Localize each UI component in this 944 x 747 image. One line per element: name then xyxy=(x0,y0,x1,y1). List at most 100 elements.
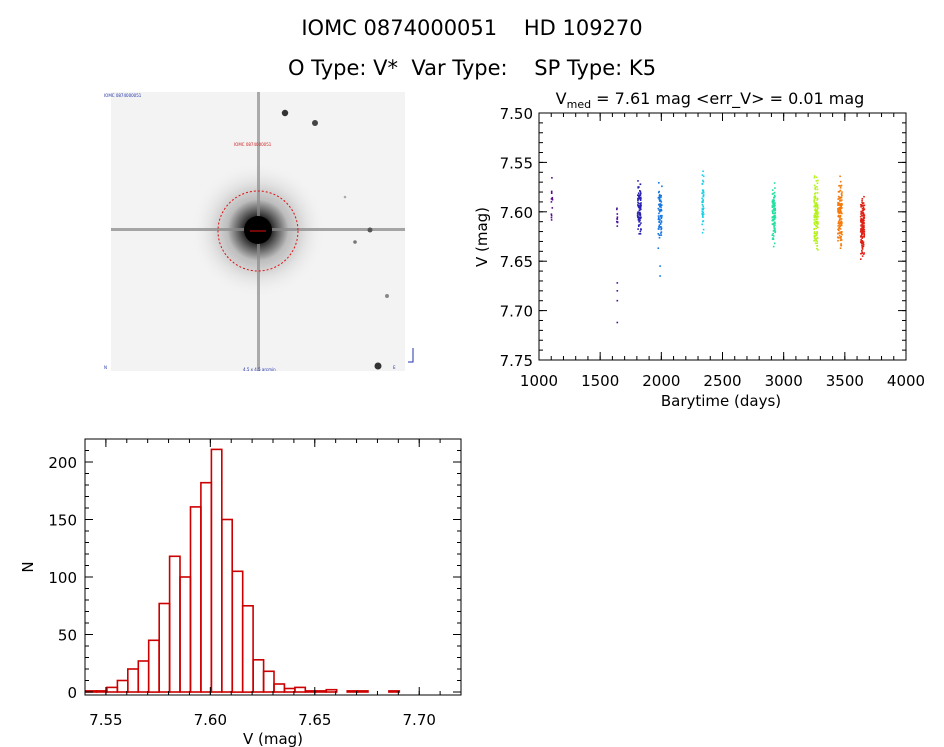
light-curve-point xyxy=(701,213,703,215)
light-curve-point xyxy=(773,200,775,203)
light-curve-point xyxy=(773,210,775,212)
field-star xyxy=(343,195,347,199)
light-curve-point xyxy=(860,213,862,215)
light-curve-point xyxy=(773,215,775,217)
light-curve-point xyxy=(701,192,704,195)
light-curve-point xyxy=(702,201,704,204)
light-curve-point xyxy=(551,196,554,199)
light-curve-point xyxy=(813,221,816,224)
light-curve-point xyxy=(550,191,553,193)
light-curve-point xyxy=(863,253,865,255)
light-curve-point xyxy=(814,197,816,199)
light-curve-point xyxy=(637,198,639,201)
light-curve-point xyxy=(638,196,640,198)
light-curve-point xyxy=(863,229,866,231)
light-curve-point xyxy=(838,216,840,218)
light-curve-point xyxy=(658,204,660,206)
light-curve-point xyxy=(657,228,660,230)
light-curve-point xyxy=(657,247,660,249)
y-tick-label: 7.75 xyxy=(500,352,533,370)
light-curve-point xyxy=(639,230,642,233)
light-curve-point xyxy=(815,204,817,206)
light-curve-point xyxy=(771,234,774,236)
light-curve-point xyxy=(816,205,818,208)
light-curve-point xyxy=(616,321,619,324)
x-tick-label: 2000 xyxy=(642,372,680,390)
light-curve-point xyxy=(837,239,839,242)
light-curve-point xyxy=(838,218,841,220)
light-curve-point xyxy=(771,219,774,222)
light-curve-point xyxy=(702,195,705,198)
light-curve-point xyxy=(863,219,865,222)
light-curve-point xyxy=(862,225,864,227)
light-curve-point xyxy=(771,193,774,195)
light-curve-point xyxy=(838,202,840,204)
light-curve-point xyxy=(861,252,863,255)
light-curve-point xyxy=(860,236,862,238)
light-curve-point xyxy=(839,187,842,189)
light-curve-point xyxy=(773,218,776,220)
light-curve-point xyxy=(702,199,704,201)
light-curve-point xyxy=(660,220,663,222)
histogram-bar xyxy=(189,506,202,693)
histogram-bar xyxy=(325,688,338,693)
light-curve-point xyxy=(816,218,819,220)
light-curve-point xyxy=(616,216,619,218)
light-curve-point xyxy=(841,199,843,201)
light-curve-point xyxy=(701,189,704,191)
light-curve-point xyxy=(814,242,817,245)
light-curve-point xyxy=(660,209,663,212)
light-curve-point xyxy=(815,222,818,224)
light-curve-point xyxy=(814,212,816,215)
light-curve-point xyxy=(837,237,840,239)
light-curve-point xyxy=(660,234,663,236)
light-curve-point xyxy=(839,228,842,230)
light-curve-point xyxy=(816,211,819,213)
histogram-bar xyxy=(106,686,119,693)
light-curve-point xyxy=(659,194,662,197)
light-curve-point xyxy=(660,227,663,230)
light-curve-point xyxy=(774,215,776,217)
light-curve-point xyxy=(702,181,705,183)
light-curve-point xyxy=(813,199,816,201)
light-curve-point xyxy=(860,242,863,245)
histogram-bars xyxy=(85,448,401,693)
light-curve-point xyxy=(814,193,816,195)
light-curve-point xyxy=(702,205,704,207)
light-curve-point xyxy=(840,196,843,199)
light-curve-point xyxy=(814,214,816,217)
light-curve-point xyxy=(817,249,819,251)
title-prefix: V xyxy=(556,89,567,108)
light-curve-point xyxy=(841,194,843,197)
light-curve-point xyxy=(551,177,553,179)
y-tick-label: 7.70 xyxy=(500,303,533,321)
light-curve-point xyxy=(862,211,864,214)
light-curve-point xyxy=(659,206,661,208)
light-curve-point xyxy=(702,220,705,222)
light-curve-point xyxy=(640,228,642,230)
light-curve-point xyxy=(774,228,776,231)
light-curve-point xyxy=(837,210,839,213)
light-curve-point xyxy=(863,204,866,207)
light-curve-point xyxy=(815,224,817,227)
light-curve-point xyxy=(862,241,864,244)
light-curve-point xyxy=(862,243,865,246)
light-curve-point xyxy=(839,236,841,239)
light-curve-point xyxy=(637,180,639,182)
x-tick-label: 7.65 xyxy=(298,711,331,729)
light-curve-point xyxy=(839,209,842,212)
y-tick-label: 7.55 xyxy=(500,154,533,172)
light-curve-point xyxy=(637,219,640,221)
light-curve-point xyxy=(640,216,642,219)
light-curve-point xyxy=(637,201,639,204)
light-curve-point xyxy=(774,224,776,226)
light-curve-point xyxy=(860,224,862,227)
light-curve-point xyxy=(813,231,816,233)
light-curve-point xyxy=(838,184,840,187)
light-curve-point xyxy=(815,180,818,182)
histogram-axes: 7.55 7.60 7.65 7.70 0 50 100 150 200 xyxy=(48,439,462,729)
light-curve-point xyxy=(637,216,639,218)
light-curve-point xyxy=(837,222,840,225)
light-curve-point xyxy=(816,199,818,201)
light-curve-point xyxy=(815,176,818,179)
